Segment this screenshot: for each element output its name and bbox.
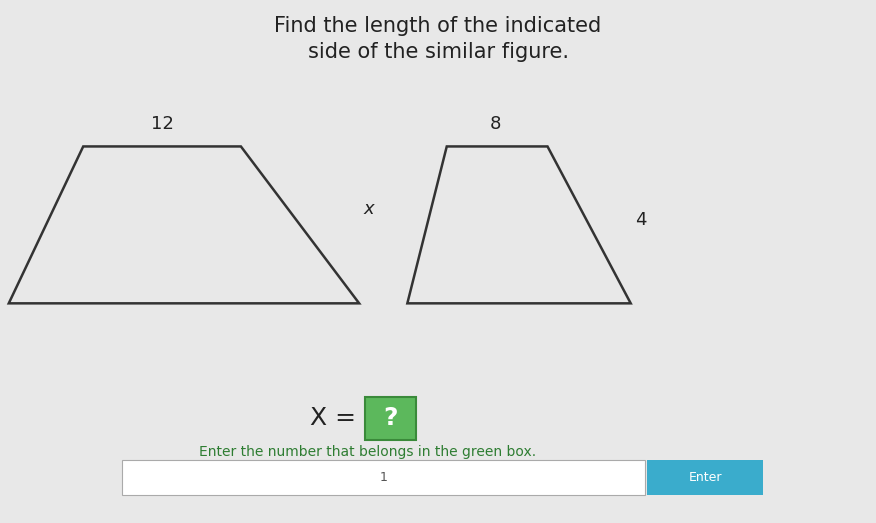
Text: x: x <box>364 200 374 218</box>
Text: ?: ? <box>384 406 398 430</box>
Text: Enter the number that belongs in the green box.: Enter the number that belongs in the gre… <box>200 446 536 459</box>
FancyBboxPatch shape <box>365 397 416 439</box>
Text: Enter: Enter <box>689 471 722 484</box>
Text: Find the length of the indicated
side of the similar figure.: Find the length of the indicated side of… <box>274 16 602 62</box>
Text: 8: 8 <box>490 116 500 133</box>
FancyBboxPatch shape <box>647 460 763 495</box>
Text: 4: 4 <box>635 211 646 229</box>
Text: 12: 12 <box>151 116 173 133</box>
Text: 1: 1 <box>379 471 387 484</box>
FancyBboxPatch shape <box>122 460 645 495</box>
Text: X =: X = <box>309 406 364 430</box>
